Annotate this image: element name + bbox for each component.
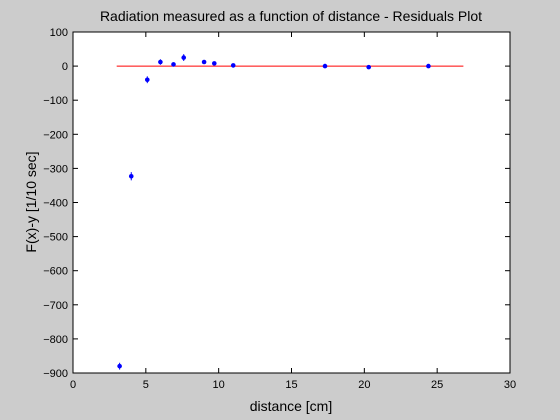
point-marker bbox=[366, 64, 372, 70]
data-point bbox=[117, 362, 122, 370]
y-tick-label: −100 bbox=[43, 95, 68, 107]
y-tick-label: −200 bbox=[43, 129, 68, 141]
point-marker bbox=[144, 77, 150, 83]
point-marker bbox=[181, 55, 187, 60]
x-tick-label: 5 bbox=[143, 379, 149, 391]
y-tick-label: −300 bbox=[43, 163, 68, 175]
y-tick-label: 0 bbox=[62, 61, 68, 73]
data-point bbox=[144, 76, 150, 84]
y-tick-label: −800 bbox=[43, 334, 68, 346]
point-marker bbox=[171, 62, 176, 67]
data-point bbox=[171, 62, 176, 67]
point-marker bbox=[230, 63, 236, 68]
data-point bbox=[230, 63, 236, 68]
x-tick-label: 0 bbox=[70, 379, 76, 391]
point-marker bbox=[426, 63, 431, 69]
point-marker bbox=[201, 59, 207, 65]
y-tick-label: 100 bbox=[50, 27, 68, 39]
point-marker bbox=[117, 363, 122, 369]
y-tick-label: −500 bbox=[43, 232, 68, 244]
x-tick-label: 25 bbox=[431, 379, 443, 391]
chart-title: Radiation measured as a function of dist… bbox=[100, 8, 482, 24]
data-point bbox=[181, 54, 187, 61]
y-tick-label: −600 bbox=[43, 266, 68, 278]
point-marker bbox=[211, 61, 217, 66]
x-axis-label: distance [cm] bbox=[250, 398, 332, 414]
y-tick-label: −700 bbox=[43, 300, 68, 312]
x-tick-label: 15 bbox=[285, 379, 297, 391]
data-point bbox=[322, 63, 328, 69]
y-tick-label: −400 bbox=[43, 198, 68, 210]
data-point bbox=[426, 63, 431, 69]
point-marker bbox=[158, 59, 163, 65]
data-points-layer bbox=[117, 54, 431, 370]
plot-area bbox=[72, 31, 511, 374]
point-marker bbox=[128, 173, 134, 179]
data-point bbox=[128, 172, 134, 181]
y-tick-label: −900 bbox=[43, 368, 68, 380]
y-axis-label: F(x)-y [1/10 sec] bbox=[23, 151, 39, 252]
point-marker bbox=[322, 63, 328, 69]
x-tick-label: 20 bbox=[358, 379, 370, 391]
x-tick-label: 10 bbox=[213, 379, 225, 391]
x-tick-label: 30 bbox=[504, 379, 516, 391]
data-point bbox=[211, 61, 217, 66]
axis-ticks: 0 5 10 15 20 25 30 100 0 −100 −200 −300 −400 −500 −600… bbox=[43, 27, 516, 391]
data-point bbox=[158, 59, 163, 65]
data-point bbox=[201, 59, 207, 65]
data-point bbox=[366, 64, 372, 70]
